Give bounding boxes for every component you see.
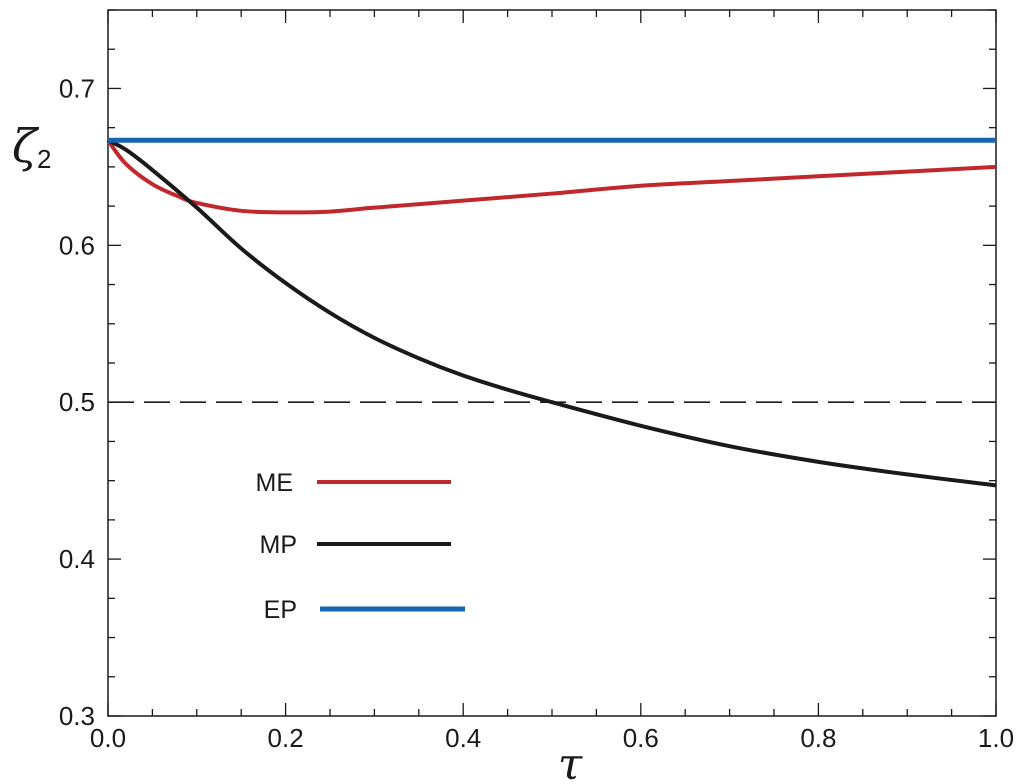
plot-frame (107, 9, 997, 717)
x-tick-label: 0.2 (268, 723, 304, 753)
y-tick-label: 0.6 (59, 230, 95, 260)
legend-label-ep: EP (264, 596, 297, 624)
y-tick-label: 0.3 (59, 701, 95, 731)
x-tick-label: 0.4 (445, 723, 481, 753)
x-axis-title: τ (558, 739, 583, 784)
x-tick-label: 1.0 (978, 723, 1014, 753)
y-axis-title-subscript: 2 (37, 144, 51, 174)
legend-label-mp: MP (260, 531, 298, 559)
y-tick-label: 0.5 (59, 387, 95, 417)
x-tick-label: 0.8 (800, 723, 836, 753)
y-axis-title: ζ (12, 119, 40, 173)
series-line-mp (107, 138, 997, 488)
y-tick-label: 0.4 (59, 544, 95, 574)
legend: ME MP EP (256, 469, 465, 624)
x-tick-label: 0.0 (90, 723, 126, 753)
series-lines (106, 137, 997, 488)
tick-marks (107, 9, 997, 717)
y-tick-label: 0.7 (59, 73, 95, 103)
legend-label-me: ME (256, 469, 294, 497)
x-tick-label: 0.6 (623, 723, 659, 753)
series-line-me (106, 139, 997, 215)
tick-labels: 0.0 0.2 0.4 0.6 0.8 1.0 0.3 0.4 0.5 0.6 0.7 (59, 73, 1014, 753)
